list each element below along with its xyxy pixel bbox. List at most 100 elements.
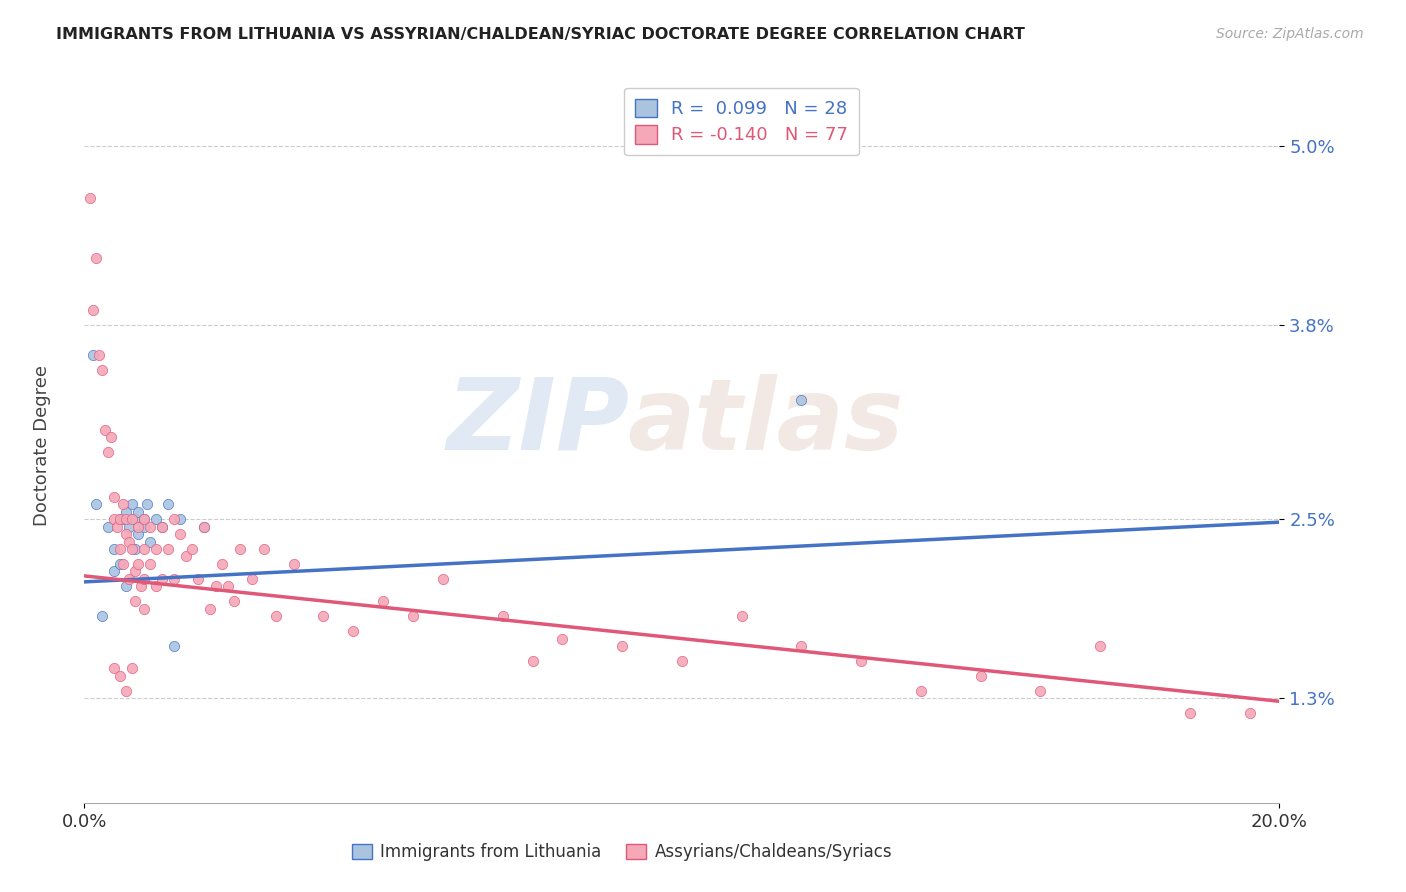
Point xyxy=(110,542,132,557)
Point xyxy=(100,430,122,444)
Text: ZIP: ZIP xyxy=(447,374,630,471)
Point xyxy=(145,542,167,557)
Point xyxy=(145,512,167,526)
Point xyxy=(94,423,117,437)
Point xyxy=(121,542,143,557)
Point xyxy=(118,519,141,533)
Point xyxy=(229,542,252,557)
Point xyxy=(150,519,173,533)
Point xyxy=(129,579,152,593)
Point xyxy=(124,512,146,526)
Text: Source: ZipAtlas.com: Source: ZipAtlas.com xyxy=(1216,27,1364,41)
Point xyxy=(193,519,215,533)
Point xyxy=(342,624,364,639)
Point xyxy=(127,505,149,519)
Point xyxy=(115,505,138,519)
Point xyxy=(115,512,138,526)
Point xyxy=(970,669,993,683)
Point xyxy=(121,661,143,675)
Point xyxy=(91,609,114,624)
Point xyxy=(91,363,114,377)
Point xyxy=(139,534,162,549)
Point xyxy=(253,542,276,557)
Point xyxy=(132,572,156,586)
Point xyxy=(105,519,128,533)
Point xyxy=(97,445,120,459)
Point xyxy=(163,512,186,526)
Point xyxy=(402,609,425,624)
Point xyxy=(187,572,209,586)
Point xyxy=(612,639,634,653)
Point xyxy=(112,557,135,571)
Point xyxy=(731,609,754,624)
Point xyxy=(217,579,239,593)
Text: atlas: atlas xyxy=(627,374,904,471)
Point xyxy=(492,609,515,624)
Legend: Immigrants from Lithuania, Assyrians/Chaldeans/Syriacs: Immigrants from Lithuania, Assyrians/Cha… xyxy=(346,837,898,868)
Point xyxy=(139,557,162,571)
Point xyxy=(110,512,132,526)
Point xyxy=(1178,706,1201,721)
Text: Doctorate Degree: Doctorate Degree xyxy=(34,366,51,526)
Point xyxy=(851,654,873,668)
Point xyxy=(910,683,932,698)
Point xyxy=(79,191,101,205)
Point xyxy=(150,519,173,533)
Point xyxy=(222,594,245,608)
Point xyxy=(121,512,143,526)
Point xyxy=(432,572,454,586)
Point xyxy=(312,609,335,624)
Point xyxy=(127,519,149,533)
Point xyxy=(112,512,135,526)
Point xyxy=(790,392,813,407)
Point xyxy=(115,579,138,593)
Text: IMMIGRANTS FROM LITHUANIA VS ASSYRIAN/CHALDEAN/SYRIAC DOCTORATE DEGREE CORRELATI: IMMIGRANTS FROM LITHUANIA VS ASSYRIAN/CH… xyxy=(56,27,1025,42)
Point xyxy=(132,542,156,557)
Point xyxy=(264,609,287,624)
Point xyxy=(522,654,544,668)
Point xyxy=(211,557,233,571)
Point xyxy=(103,542,125,557)
Point xyxy=(163,572,186,586)
Point xyxy=(1029,683,1052,698)
Point xyxy=(198,601,221,615)
Point xyxy=(86,497,108,511)
Point xyxy=(169,527,191,541)
Point xyxy=(86,251,108,265)
Point xyxy=(169,512,191,526)
Point xyxy=(163,639,186,653)
Point xyxy=(193,519,215,533)
Point xyxy=(181,542,204,557)
Point xyxy=(132,601,156,615)
Point xyxy=(82,303,104,318)
Point xyxy=(132,519,156,533)
Point xyxy=(1239,706,1261,721)
Point xyxy=(112,497,135,511)
Point xyxy=(157,497,180,511)
Point xyxy=(82,348,104,362)
Point xyxy=(124,542,146,557)
Point xyxy=(124,565,146,579)
Point xyxy=(136,497,159,511)
Point xyxy=(373,594,395,608)
Point xyxy=(150,572,173,586)
Point xyxy=(89,348,111,362)
Point xyxy=(110,557,132,571)
Point xyxy=(110,512,132,526)
Point xyxy=(671,654,693,668)
Point xyxy=(127,527,149,541)
Point xyxy=(103,512,125,526)
Point xyxy=(205,579,228,593)
Point xyxy=(115,527,138,541)
Point xyxy=(118,534,141,549)
Point xyxy=(790,639,813,653)
Point xyxy=(103,490,125,504)
Point xyxy=(1090,639,1112,653)
Point xyxy=(132,512,156,526)
Point xyxy=(97,519,120,533)
Point xyxy=(127,557,149,571)
Point xyxy=(240,572,263,586)
Point xyxy=(118,572,141,586)
Point xyxy=(157,542,180,557)
Point xyxy=(115,683,138,698)
